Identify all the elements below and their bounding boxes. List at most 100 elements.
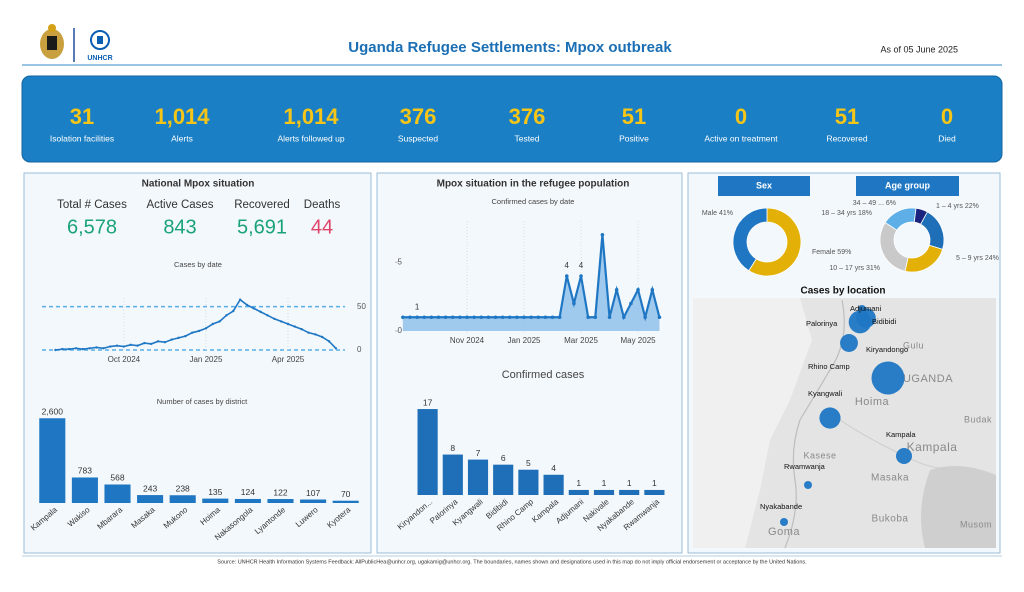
case-bubble bbox=[858, 305, 866, 313]
stat-value: 5,691 bbox=[237, 216, 287, 238]
location-label: Nyakabande bbox=[760, 502, 802, 511]
kpi-value: 1,014 bbox=[154, 104, 210, 129]
location-label: Kampala bbox=[886, 430, 916, 439]
point bbox=[191, 331, 194, 334]
bar bbox=[619, 489, 640, 495]
page-title: Uganda Refugee Settlements: Mpox outbrea… bbox=[348, 39, 672, 56]
map-place-label: Kasese bbox=[803, 450, 836, 460]
panel-title: National Mpox situation bbox=[142, 179, 255, 190]
data-label: 238 bbox=[176, 483, 190, 493]
point bbox=[115, 344, 119, 347]
location-label: Palorinya bbox=[806, 319, 838, 328]
point bbox=[650, 287, 655, 292]
stat-value: 44 bbox=[311, 216, 333, 238]
point bbox=[657, 315, 662, 320]
point bbox=[486, 315, 491, 320]
area bbox=[402, 234, 660, 331]
map-border bbox=[784, 299, 845, 549]
point bbox=[95, 346, 98, 349]
kpi-value: 31 bbox=[70, 104, 94, 129]
kpi-value: 0 bbox=[735, 104, 747, 129]
point bbox=[273, 317, 276, 320]
point bbox=[218, 320, 221, 323]
slice-value: 31% bbox=[866, 265, 880, 272]
point bbox=[408, 315, 412, 320]
data-label: 8 bbox=[450, 443, 455, 453]
slice-name: 10 – 17 yrs bbox=[829, 265, 864, 272]
slice-name: 1 – 4 yrs bbox=[936, 203, 963, 210]
point bbox=[232, 309, 235, 313]
x-tick-label: Nov 2024 bbox=[450, 336, 485, 345]
data-label: 4 bbox=[579, 261, 584, 270]
y-tick-label: 5 bbox=[398, 257, 403, 266]
map-place-label: UGANDA bbox=[903, 373, 953, 385]
point bbox=[465, 315, 469, 320]
case-bubble bbox=[856, 308, 876, 328]
bar bbox=[442, 454, 463, 495]
bar bbox=[234, 498, 261, 503]
point bbox=[67, 347, 71, 351]
slice-value: 24% bbox=[985, 255, 999, 262]
slice-name: 5 – 9 yrs bbox=[956, 255, 983, 262]
data-label: 17 bbox=[423, 397, 433, 407]
point bbox=[129, 343, 132, 346]
point bbox=[593, 315, 598, 320]
kpi-value: 1,014 bbox=[283, 104, 339, 129]
map-lake bbox=[921, 466, 996, 548]
bar bbox=[467, 459, 489, 495]
point bbox=[500, 315, 505, 320]
unhcr-emblem bbox=[90, 30, 110, 50]
map-place-label: Musom bbox=[960, 519, 992, 529]
slice-value: 59% bbox=[837, 249, 851, 256]
unhcr-figure bbox=[97, 36, 103, 44]
slice-label: 5 – 9 yrs 24% bbox=[956, 255, 999, 262]
stat-value: 843 bbox=[163, 216, 196, 238]
point bbox=[536, 315, 541, 320]
bar bbox=[493, 464, 514, 495]
point bbox=[507, 315, 512, 320]
bar bbox=[593, 489, 615, 495]
x-tick-label: Jan 2025 bbox=[189, 355, 222, 364]
point bbox=[515, 315, 519, 320]
slice-label: Female 59% bbox=[812, 249, 851, 256]
point bbox=[443, 315, 448, 320]
case-bubble bbox=[871, 361, 905, 395]
slice-value: 18% bbox=[858, 210, 872, 217]
donut-slice bbox=[913, 207, 928, 225]
bar bbox=[39, 418, 66, 503]
bar bbox=[71, 477, 98, 503]
point bbox=[493, 315, 498, 320]
logo-text: UNHCR bbox=[87, 55, 112, 62]
stat-label: Active Cases bbox=[146, 199, 213, 211]
slice-name: Male bbox=[702, 210, 717, 217]
point bbox=[621, 315, 626, 320]
data-label: 4 bbox=[551, 463, 556, 473]
bar bbox=[267, 499, 294, 503]
data-label: 1 bbox=[652, 478, 657, 488]
point bbox=[429, 315, 434, 320]
kpi-value: 376 bbox=[509, 104, 546, 129]
tab-button bbox=[718, 176, 810, 196]
point bbox=[522, 315, 526, 320]
data-label: 124 bbox=[241, 487, 255, 497]
point bbox=[472, 315, 476, 320]
kpi-value: 376 bbox=[400, 104, 437, 129]
point bbox=[572, 301, 576, 306]
map-place-label: Kampala bbox=[907, 440, 958, 454]
point bbox=[204, 327, 208, 330]
kpi-row: 31 Isolation facilities 1,014 Alerts 1,014 Al… bbox=[50, 104, 956, 143]
point bbox=[321, 335, 324, 339]
x-tick-label: Mar 2025 bbox=[564, 336, 598, 345]
kpi-label: Positive bbox=[619, 133, 649, 143]
kpi-banner bbox=[21, 75, 1003, 163]
kpi-label: Tested bbox=[514, 133, 539, 143]
x-tick-label: Jan 2025 bbox=[508, 336, 541, 345]
slice-label: 18 – 34 yrs 18% bbox=[821, 210, 872, 217]
slice-value: 22% bbox=[965, 203, 979, 210]
y-tick-label: 0 bbox=[398, 326, 403, 335]
point bbox=[600, 232, 605, 237]
slice-label: 10 – 17 yrs 31% bbox=[829, 265, 880, 272]
location-label: Bidibidi bbox=[872, 317, 897, 326]
kpi-value: 51 bbox=[622, 104, 646, 129]
